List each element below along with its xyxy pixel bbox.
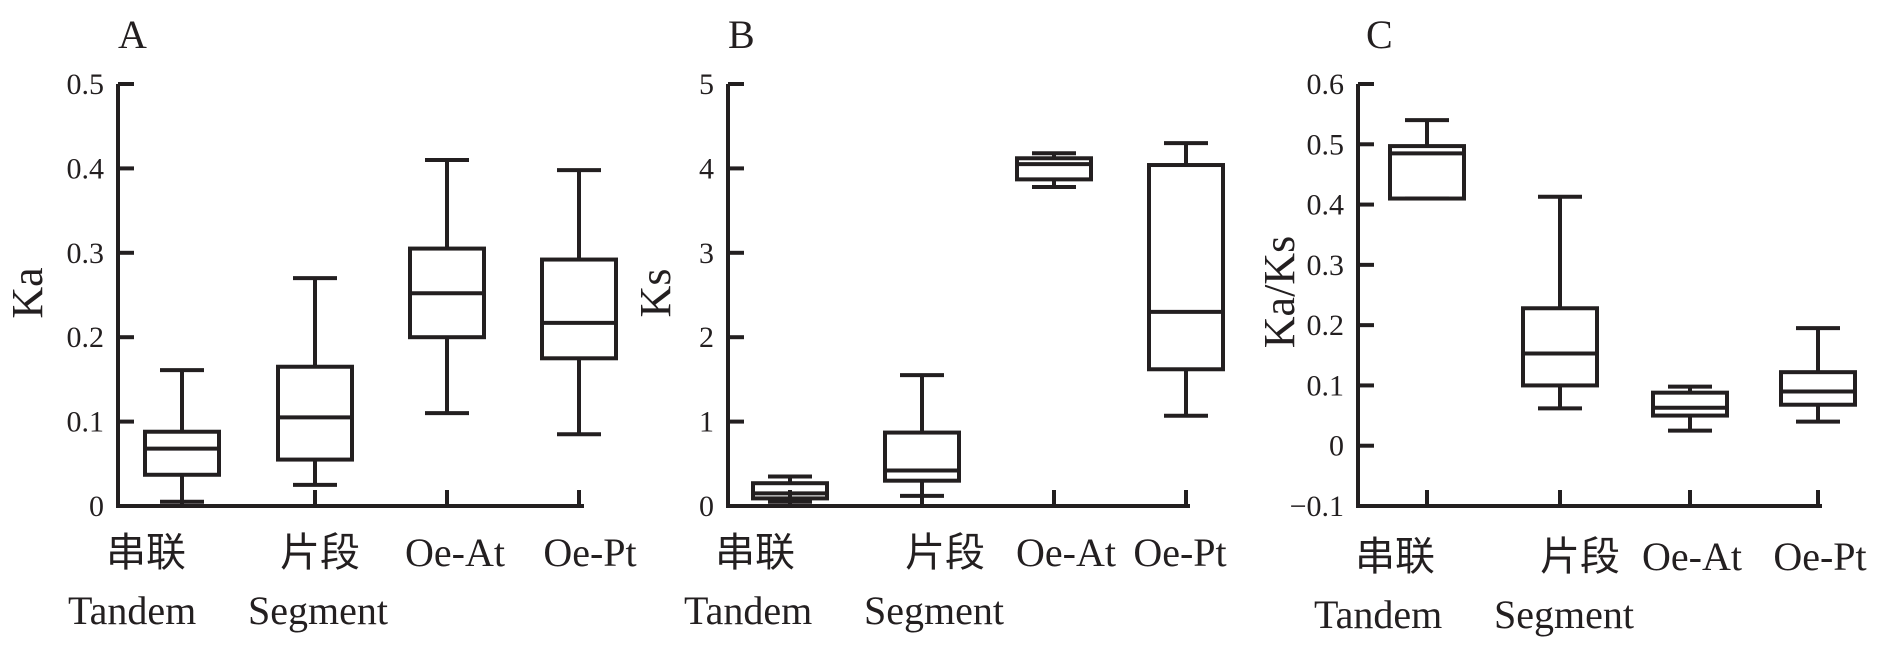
y-axis-title-c: Ka/Ks (1255, 236, 1304, 348)
box-iqr (883, 430, 961, 483)
y-tick-label: 2 (699, 321, 714, 354)
x-tick-label: Oe-At (1016, 530, 1116, 575)
panel-a: A Ka Tandem Segment 0 0.1 0.2 0.3 0.4 0.5 串联 片段… (3, 12, 637, 633)
y-axis-title-a: Ka (3, 267, 52, 318)
y-tick-label: 0.4 (67, 152, 105, 185)
x-tick-label: Oe-Pt (543, 530, 636, 575)
y-tick-label: 0.2 (67, 321, 105, 354)
x-tick-label: 串联 (106, 530, 186, 575)
box-iqr (1015, 156, 1093, 182)
y-tick-label: 0.1 (67, 406, 105, 439)
x-tick-label: 串联 (1355, 534, 1435, 579)
x-tick-label: Oe-At (405, 530, 505, 575)
box-iqr (1651, 390, 1729, 418)
x-tick-label: 片段 (280, 530, 360, 575)
group-label-segment-a: Segment (248, 588, 388, 633)
x-tick-label: Oe-Pt (1133, 530, 1226, 575)
panel-letter-a: A (118, 12, 147, 57)
box-iqr (276, 364, 354, 462)
y-tick-label: 0.4 (1307, 189, 1345, 222)
x-tick-label: Oe-Pt (1773, 534, 1866, 579)
y-tick-label: 0 (89, 490, 104, 523)
panel-letter-b: B (728, 12, 755, 57)
box-iqr (1521, 306, 1599, 388)
y-tick-label: 0 (699, 490, 714, 523)
panel-b: B Ks Tandem Segment 0 1 2 3 4 5 串联 片段 Oe-At Oe-Pt (631, 12, 1227, 633)
box-iqr (540, 257, 618, 361)
y-axis-title-b: Ks (631, 269, 680, 318)
y-tick-label: 0 (1329, 430, 1344, 463)
y-tick-label: 0.3 (67, 237, 105, 270)
y-tick-label: 0.1 (1307, 369, 1345, 402)
y-tick-label: 0.5 (67, 68, 105, 101)
group-label-tandem-c: Tandem (1314, 592, 1442, 637)
y-tick-label: 0.2 (1307, 309, 1345, 342)
panel-letter-c: C (1366, 12, 1393, 57)
box-iqr (1388, 144, 1466, 201)
group-label-segment-b: Segment (864, 588, 1004, 633)
y-tick-label: −0.1 (1290, 490, 1344, 523)
y-tick-label: 4 (699, 152, 714, 185)
box-iqr (143, 429, 221, 477)
y-tick-label: 0.3 (1307, 249, 1345, 282)
x-tick-label: Oe-At (1642, 534, 1742, 579)
y-tick-label: 0.6 (1307, 68, 1345, 101)
x-tick-label: 片段 (1540, 534, 1620, 579)
box-iqr (1779, 370, 1857, 407)
y-tick-label: 5 (699, 68, 714, 101)
group-label-segment-c: Segment (1494, 592, 1634, 637)
panel-c: C Ka/Ks Tandem Segment −0.1 0 0.1 0.2 0.3 0.4… (1255, 12, 1867, 637)
group-label-tandem-a: Tandem (68, 588, 196, 633)
box-iqr (751, 481, 829, 501)
y-tick-label: 1 (699, 406, 714, 439)
y-tick-label: 0.5 (1307, 128, 1345, 161)
group-label-tandem-b: Tandem (684, 588, 812, 633)
x-tick-label: 片段 (905, 530, 985, 575)
y-tick-label: 3 (699, 237, 714, 270)
box-iqr (1147, 163, 1225, 372)
x-tick-label: 串联 (715, 530, 795, 575)
